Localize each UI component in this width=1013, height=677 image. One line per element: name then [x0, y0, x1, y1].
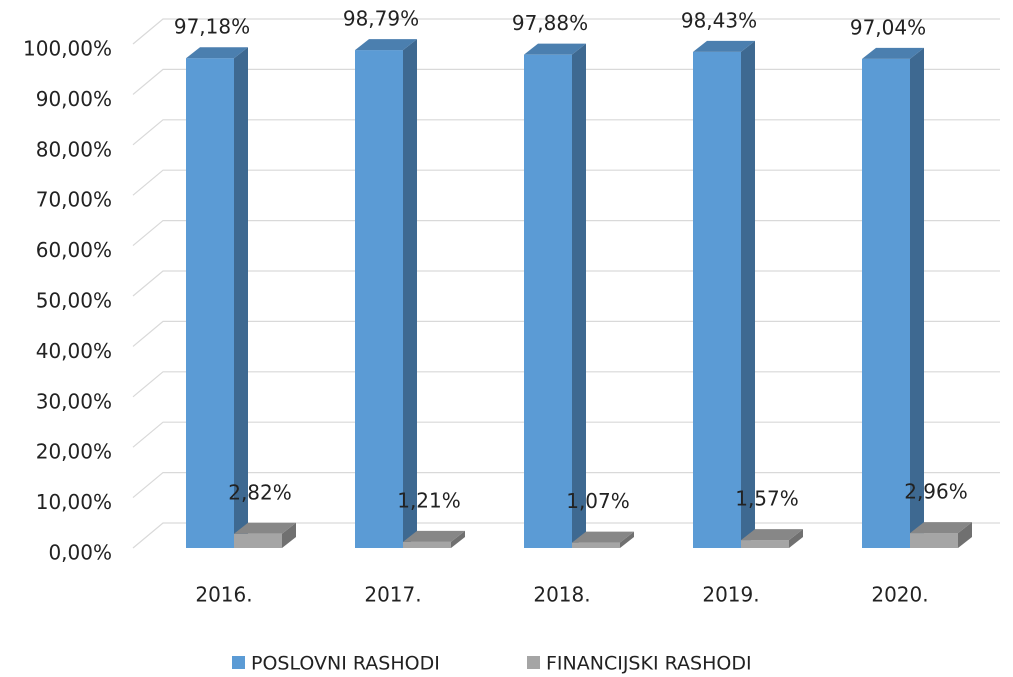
- bar-top: [693, 40, 755, 52]
- x-tick-label: 2018.: [533, 583, 590, 607]
- bar: [186, 58, 234, 548]
- value-label: 2,82%: [228, 480, 292, 504]
- bar: [355, 50, 403, 549]
- value-label: 98,43%: [681, 8, 757, 32]
- y-tick-label: 50,00%: [36, 289, 112, 313]
- bar: [234, 533, 282, 548]
- bar: [862, 58, 910, 549]
- y-tick-label: 70,00%: [36, 188, 112, 212]
- bar-side: [910, 47, 924, 549]
- value-label: 97,18%: [174, 15, 250, 39]
- bar-top: [862, 47, 924, 59]
- x-tick-label: 2019.: [702, 583, 759, 607]
- bar: [910, 533, 958, 548]
- bar-side: [741, 40, 755, 548]
- grid-line: [132, 18, 1000, 45]
- value-label: 97,04%: [850, 15, 926, 39]
- bar-side: [403, 39, 417, 549]
- bar: [524, 54, 572, 548]
- legend-label: POSLOVNI RASHODI: [251, 653, 440, 675]
- bar-top: [355, 39, 417, 51]
- x-tick-label: 2020.: [871, 583, 928, 607]
- bar-side: [234, 47, 248, 548]
- bar-top: [234, 522, 296, 534]
- value-label: 1,07%: [566, 489, 630, 513]
- bar-top: [910, 522, 972, 534]
- bar-side: [958, 522, 972, 548]
- bar-top: [186, 47, 248, 59]
- bar: [572, 542, 620, 548]
- y-tick-label: 0,00%: [48, 541, 112, 565]
- legend-swatch: [232, 656, 245, 669]
- x-tick-label: 2016.: [195, 583, 252, 607]
- value-label: 2,96%: [904, 480, 968, 504]
- bar-side: [451, 530, 465, 548]
- bar-side: [572, 43, 586, 548]
- bar-side: [282, 522, 296, 548]
- bar: [741, 540, 789, 548]
- bar-top: [524, 43, 586, 55]
- value-label: 1,21%: [397, 488, 461, 512]
- value-label: 98,79%: [343, 7, 419, 31]
- legend-label: FINANCIJSKI RASHODI: [546, 653, 752, 675]
- y-tick-label: 30,00%: [36, 389, 112, 413]
- y-tick-label: 90,00%: [36, 87, 112, 111]
- y-tick-label: 20,00%: [36, 440, 112, 464]
- bar-side: [620, 531, 634, 548]
- bar-side: [789, 529, 803, 548]
- y-tick-label: 60,00%: [36, 238, 112, 262]
- value-label: 1,57%: [735, 487, 799, 511]
- value-label: 97,88%: [512, 11, 588, 35]
- bar-top: [403, 530, 465, 542]
- y-tick-label: 10,00%: [36, 490, 112, 514]
- legend-swatch: [527, 656, 540, 669]
- y-tick-label: 40,00%: [36, 339, 112, 363]
- y-tick-label: 80,00%: [36, 137, 112, 161]
- bar: [693, 51, 741, 548]
- bar: [403, 541, 451, 548]
- y-tick-label: 100,00%: [23, 37, 112, 61]
- bar-top: [572, 531, 634, 543]
- x-tick-label: 2017.: [364, 583, 421, 607]
- bar-top: [741, 529, 803, 541]
